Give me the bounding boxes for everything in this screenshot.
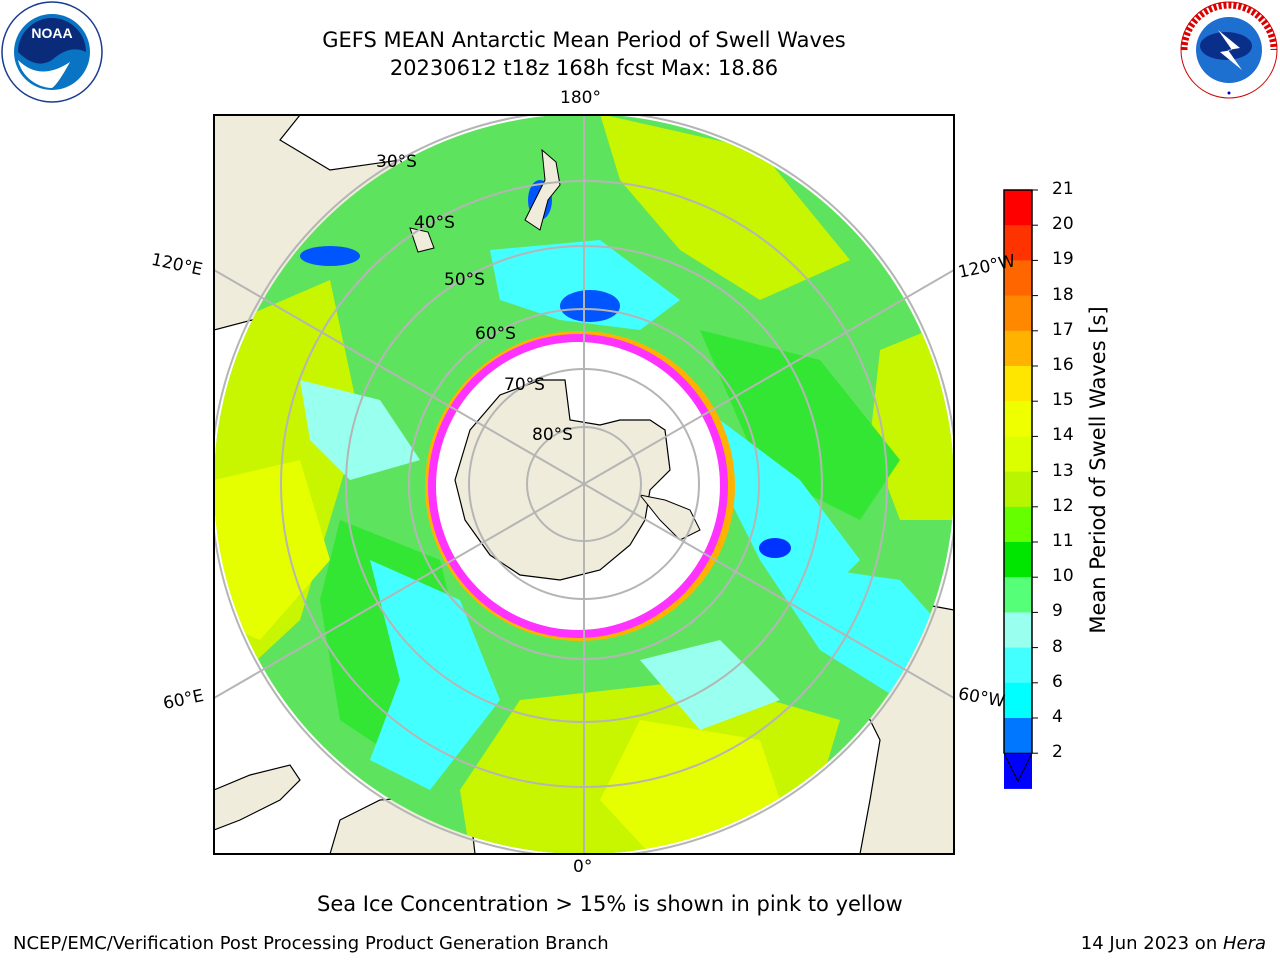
colorbar-segment: [1004, 542, 1032, 578]
svg-text:NOAA: NOAA: [31, 25, 72, 41]
colorbar-segment: [1004, 577, 1032, 613]
footer-credit: NCEP/EMC/Verification Post Processing Pr…: [13, 933, 609, 954]
colorbar-tick-label: 13: [1052, 460, 1074, 481]
colorbar-segment: [1004, 718, 1032, 754]
colorbar-tick-label: 4: [1052, 707, 1063, 727]
footer-date-text: 14 Jun 2023 on: [1080, 933, 1223, 954]
colorbar-tick-label: 18: [1052, 284, 1074, 305]
caption: Sea Ice Concentration > 15% is shown in …: [317, 892, 903, 916]
colorbar-segment: [1004, 647, 1032, 684]
colorbar-segment: [1004, 471, 1032, 508]
footer-date: 14 Jun 2023 on Hera: [1081, 933, 1266, 954]
colorbar-tick-label: 8: [1052, 636, 1063, 657]
colorbar-tick-label: 16: [1052, 355, 1074, 375]
parallel-label-40s: 40°S: [414, 213, 455, 233]
chart-title: GEFS MEAN Antarctic Mean Period of Swell…: [322, 28, 846, 52]
colorbar: [1003, 189, 1038, 789]
colorbar-segment: [1004, 330, 1032, 367]
colorbar-segment: [1004, 612, 1032, 649]
parallel-label-50s: 50°S: [444, 270, 485, 290]
colorbar-segment: [1004, 260, 1032, 297]
parallel-label-80s: 80°S: [532, 425, 573, 445]
colorbar-tick-label: 6: [1052, 671, 1063, 692]
colorbar-tick-label: 9: [1052, 601, 1063, 622]
meridian-label-0: 0°: [573, 857, 593, 877]
colorbar-segment: [1004, 295, 1032, 332]
land-new-zealand: [524, 148, 561, 231]
land-madagascar: [214, 764, 301, 831]
colorbar-tick-label: 20: [1052, 214, 1074, 235]
land-tasmania: [409, 227, 435, 253]
colorbar-segment: [1004, 682, 1032, 719]
colorbar-extend-arrow: [1003, 752, 1033, 783]
colorbar-segment: [1004, 366, 1032, 402]
parallel-label-70s: 70°S: [504, 375, 545, 395]
colorbar-tick-label: 11: [1052, 531, 1074, 551]
colorbar-segment: [1004, 506, 1032, 543]
nws-logo: [1180, 1, 1278, 99]
colorbar-segment: [1004, 436, 1032, 473]
colorbar-segment: [1004, 225, 1032, 261]
colorbar-segment: [1004, 401, 1032, 437]
colorbar-tick-label: 17: [1052, 319, 1074, 340]
parallel-label-60s: 60°S: [475, 324, 516, 344]
noaa-logo: NOAA: [1, 1, 103, 103]
meridian-label-180: 180°: [560, 88, 601, 108]
colorbar-tick-label: 15: [1052, 390, 1074, 411]
colorbar-tick-label: 12: [1052, 495, 1074, 516]
colorbar-tick-label: 10: [1052, 566, 1074, 587]
colorbar-tick-label: 2: [1052, 742, 1063, 763]
footer-host: Hera: [1222, 933, 1266, 954]
parallel-label-30s: 30°S: [376, 152, 417, 172]
land-antarctic-peninsula: [638, 494, 701, 541]
colorbar-tick-label: 21: [1052, 179, 1074, 199]
chart-subtitle: 20230612 t18z 168h fcst Max: 18.86: [389, 56, 779, 80]
colorbar-tick-label: 14: [1052, 425, 1074, 446]
colorbar-segment: [1004, 190, 1032, 226]
colorbar-tick-label: 19: [1052, 249, 1074, 270]
